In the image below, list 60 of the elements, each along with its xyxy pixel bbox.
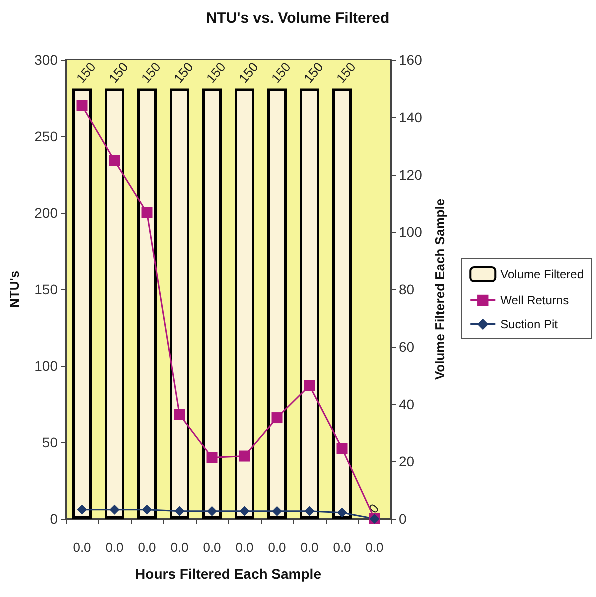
x-tick-label: 0.0 — [170, 540, 189, 555]
y-tick-label: 50 — [42, 434, 58, 450]
data-label: 150 — [138, 60, 164, 86]
point — [174, 409, 186, 420]
x-tick-label: 0.0 — [106, 540, 124, 555]
point — [174, 506, 185, 516]
point — [76, 100, 88, 112]
x-tick-label: 0.0 — [73, 540, 92, 555]
data-label: 150 — [73, 60, 99, 86]
point — [304, 506, 315, 516]
y2-tick-label: 120 — [399, 166, 423, 183]
x-tick-label: 0.0 — [138, 540, 156, 555]
x-tick-label: 0.0 — [366, 540, 384, 555]
x-tick-label: 0.0 — [268, 540, 286, 555]
y2-tick-label: 60 — [399, 338, 415, 355]
y-tick-label: 250 — [34, 128, 58, 144]
data-label: 150 — [170, 60, 196, 86]
y2-tick-label: 140 — [399, 109, 423, 126]
y2-tick-label: 0 — [399, 511, 407, 527]
y2-axis-title: Volume Filtered Each Sample — [432, 198, 448, 380]
point — [240, 506, 250, 516]
y-tick-label: 300 — [34, 52, 58, 68]
y2-tick-label: 160 — [399, 52, 423, 68]
point — [272, 412, 283, 424]
data-label: 150 — [268, 60, 294, 86]
point — [206, 452, 218, 464]
data-label: 150 — [300, 60, 326, 86]
x-axis-title: Hours Filtered Each Sample — [136, 566, 322, 582]
x-tick-label: 0.0 — [300, 540, 319, 555]
y-tick-label: 200 — [34, 205, 58, 221]
y2-tick-label: 100 — [399, 224, 423, 240]
y2-tick-label: 20 — [399, 454, 415, 470]
y-tick-label: 100 — [34, 358, 58, 374]
x-tick-label: 0.0 — [203, 540, 222, 555]
point — [304, 380, 316, 392]
data-label: 150 — [203, 60, 229, 86]
point — [142, 208, 153, 218]
y2-tick-label: 40 — [399, 396, 415, 412]
point — [109, 155, 120, 166]
point — [142, 504, 152, 515]
point — [336, 443, 348, 454]
point — [207, 506, 218, 516]
legend-label: Well Returns — [500, 294, 570, 308]
x-tick-label: 0.0 — [333, 540, 352, 555]
point — [272, 506, 282, 516]
legend-label: Volume Filtered — [500, 268, 584, 282]
data-label: 150 — [106, 60, 132, 86]
chart-title: NTU's vs. Volume Filtered — [206, 10, 390, 27]
point — [239, 450, 250, 462]
point — [337, 508, 348, 518]
point — [110, 504, 120, 515]
y-tick-label: 0 — [50, 511, 58, 527]
point — [77, 504, 88, 515]
legend-label: Suction Pit — [500, 318, 559, 332]
y-tick-label: 150 — [34, 282, 58, 298]
data-label: 150 — [333, 60, 359, 86]
data-label: 150 — [236, 60, 262, 86]
y-axis-title: NTU's — [7, 270, 22, 308]
y2-tick-label: 80 — [399, 282, 415, 298]
x-tick-label: 0.0 — [236, 540, 254, 555]
